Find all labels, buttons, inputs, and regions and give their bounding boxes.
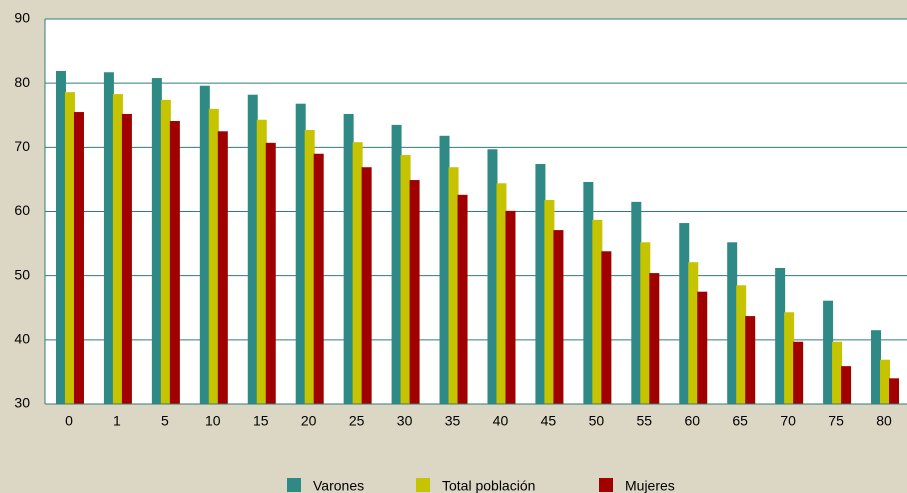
bar (121, 113, 132, 404)
y-tick-label: 80 (14, 74, 30, 90)
y-tick-label: 30 (14, 395, 30, 411)
bar (64, 92, 75, 405)
bar (217, 131, 228, 404)
bar (649, 273, 660, 404)
x-tick-label: 40 (493, 413, 509, 429)
x-tick-label: 15 (253, 413, 269, 429)
bar (793, 341, 804, 404)
x-tick-label: 75 (828, 413, 844, 429)
x-tick-label: 65 (732, 413, 748, 429)
x-tick-label: 80 (876, 413, 892, 429)
bar (583, 181, 594, 404)
bar (304, 130, 315, 404)
x-tick-label: 5 (161, 413, 169, 429)
bar (889, 378, 900, 404)
bar (361, 167, 372, 404)
bar (841, 366, 852, 404)
y-tick-label: 70 (14, 138, 30, 154)
legend-label: Mujeres (625, 478, 675, 493)
bar (871, 330, 882, 404)
bar (535, 164, 546, 404)
x-tick-label: 20 (301, 413, 317, 429)
y-tick-label: 90 (14, 10, 30, 26)
bar (169, 121, 180, 405)
bar (784, 312, 795, 404)
x-tick-label: 0 (65, 413, 73, 429)
bar (775, 267, 786, 404)
bar (727, 242, 738, 404)
x-tick-label: 60 (684, 413, 700, 429)
bar (832, 341, 843, 404)
x-tick-label: 25 (349, 413, 365, 429)
bar (745, 316, 756, 404)
legend-label: Varones (313, 478, 364, 493)
legend-label: Total población (442, 478, 535, 493)
bar (199, 85, 210, 404)
bar (697, 291, 708, 404)
bar (400, 155, 411, 404)
bar (409, 180, 420, 404)
x-tick-label: 10 (205, 413, 221, 429)
bar (736, 285, 747, 404)
bar (208, 108, 219, 404)
bar (439, 135, 450, 405)
bar (352, 142, 363, 404)
x-tick-label: 55 (637, 413, 653, 429)
bar (496, 183, 507, 404)
legend-swatch (416, 478, 430, 492)
bar (592, 219, 603, 404)
bar (313, 153, 324, 404)
bar (343, 113, 354, 404)
bar (544, 199, 555, 404)
bar (256, 119, 267, 404)
bar (247, 94, 258, 404)
bar (553, 230, 564, 404)
x-tick-label: 70 (780, 413, 796, 429)
bar (73, 112, 84, 405)
bar (688, 262, 699, 404)
legend-swatch (599, 478, 613, 492)
bar (601, 251, 612, 404)
bar (295, 103, 306, 404)
legend-swatch (287, 478, 301, 492)
y-tick-label: 50 (14, 266, 30, 282)
bar (631, 201, 642, 404)
bar (151, 78, 162, 405)
x-tick-label: 35 (445, 413, 461, 429)
bar (679, 223, 690, 404)
bar (55, 70, 66, 404)
bar (880, 359, 891, 404)
bar (391, 124, 402, 404)
bar (112, 94, 123, 404)
bar (823, 300, 834, 404)
x-tick-label: 1 (113, 413, 121, 429)
bar (160, 99, 171, 404)
x-tick-label: 50 (589, 413, 605, 429)
bar (103, 72, 114, 404)
y-tick-label: 40 (14, 331, 30, 347)
bar (640, 242, 651, 404)
bar (505, 210, 516, 404)
y-tick-label: 60 (14, 202, 30, 218)
x-tick-label: 45 (541, 413, 557, 429)
x-tick-label: 30 (397, 413, 413, 429)
bar (448, 167, 459, 404)
bar (265, 142, 276, 404)
bar (457, 194, 468, 404)
bar (487, 149, 498, 404)
